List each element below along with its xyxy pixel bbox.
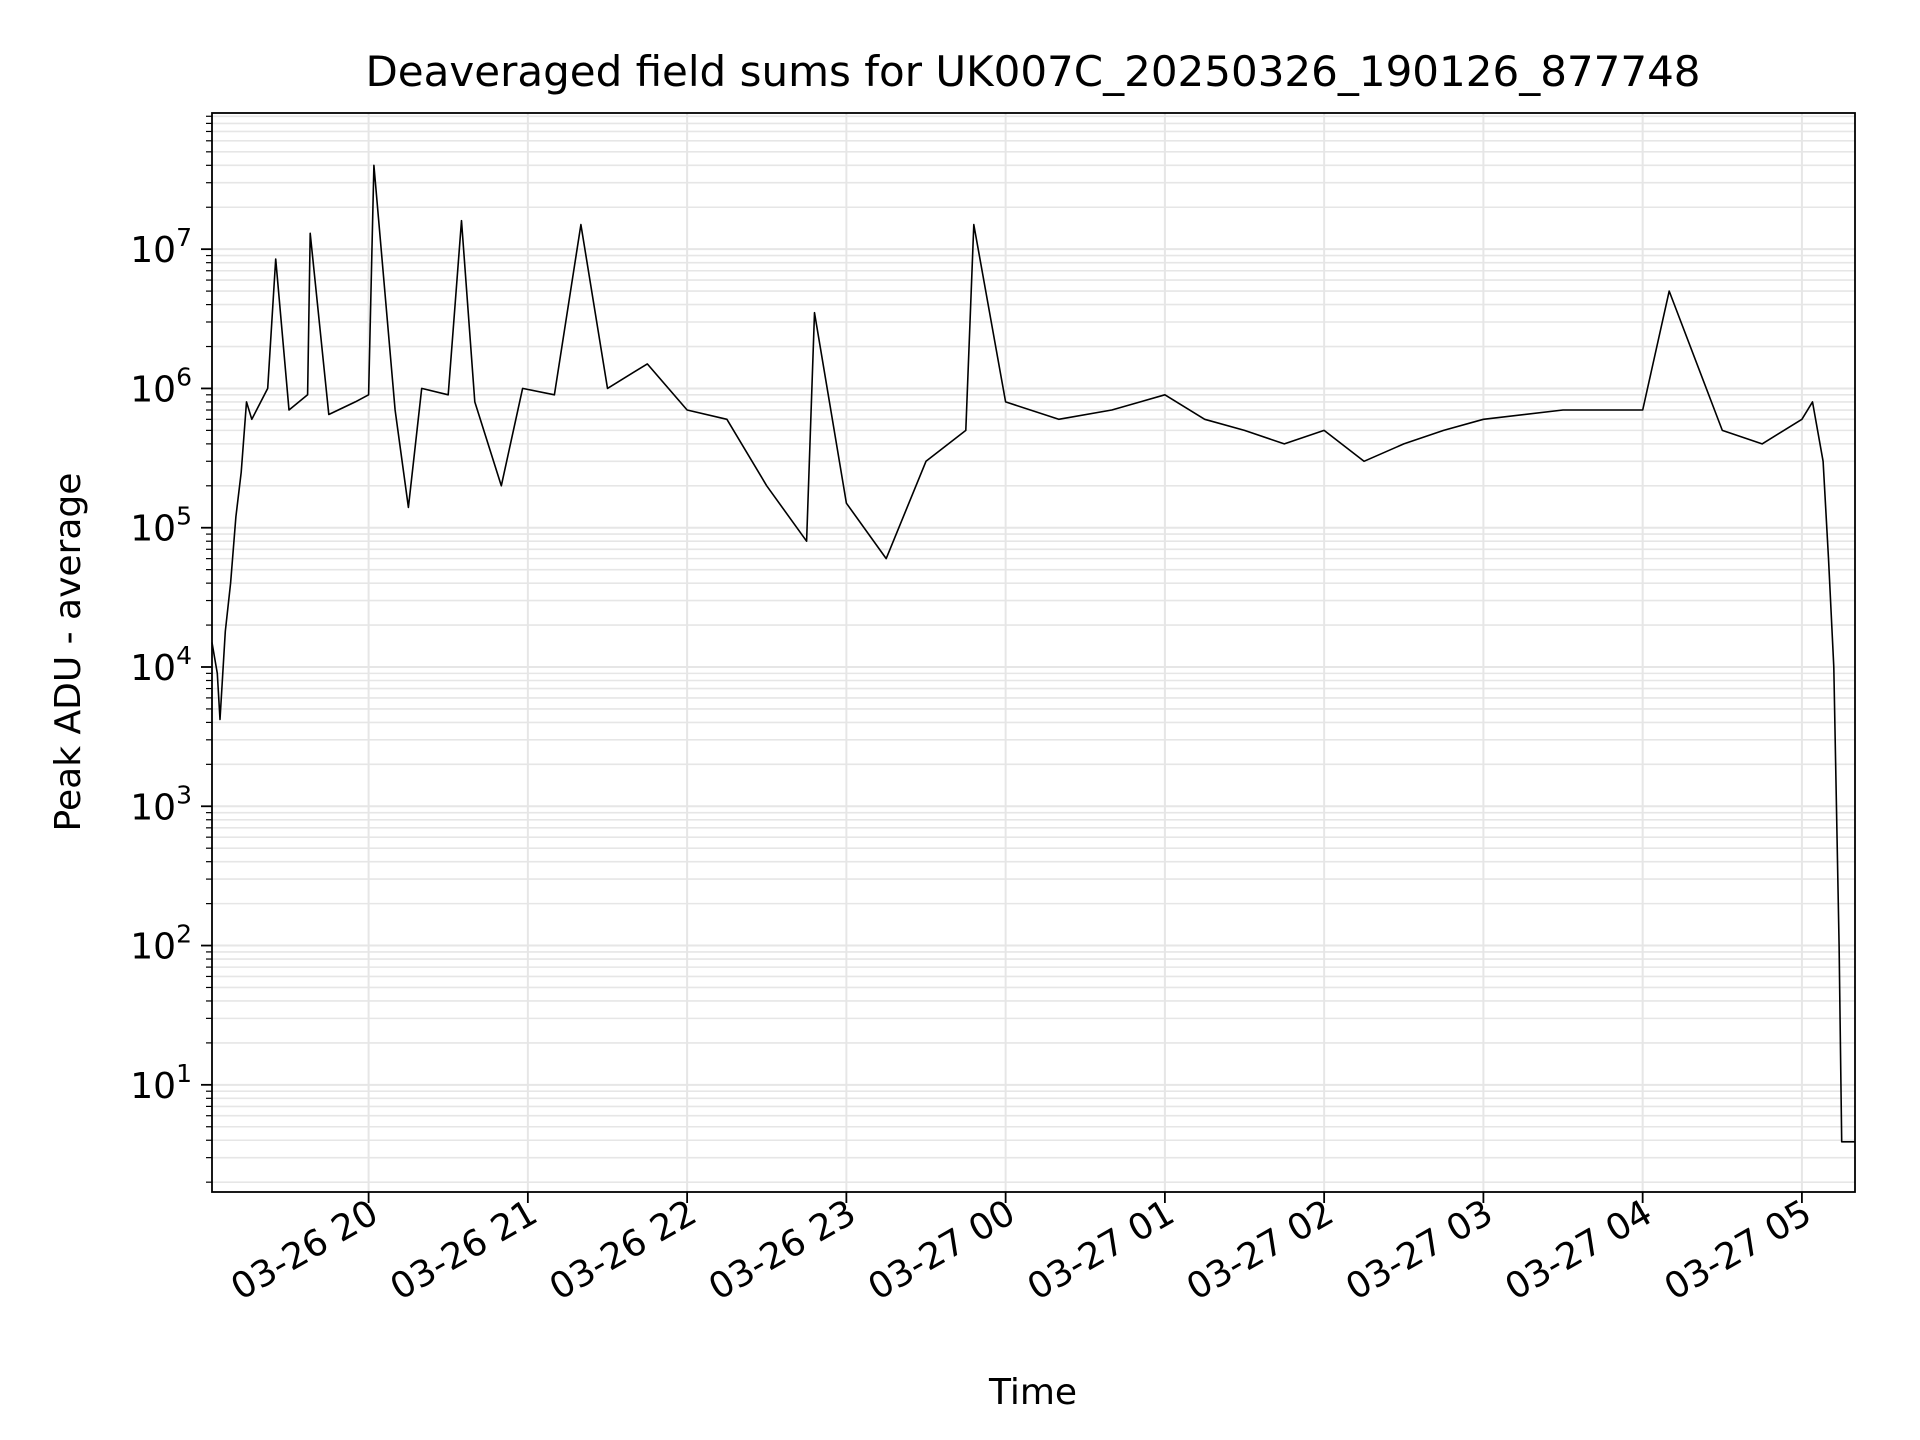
y-tick-label: 104	[130, 641, 192, 689]
y-tick-label: 107	[130, 223, 192, 271]
y-tick-label: 103	[130, 780, 192, 828]
chart-title: Deaveraged field sums for UK007C_2025032…	[365, 47, 1700, 96]
grid-lines	[212, 113, 1855, 1192]
plot-area	[211, 164, 1855, 1143]
y-tick-label: 102	[130, 920, 192, 968]
y-axis-label: Peak ADU - average	[48, 473, 89, 832]
data-series-line	[211, 164, 1855, 1143]
x-axis-label: Time	[988, 1372, 1077, 1413]
y-tick-label: 106	[130, 362, 192, 410]
y-tick-label: 105	[130, 502, 192, 550]
plot-frame	[211, 112, 1856, 1193]
y-tick-label: 101	[130, 1059, 192, 1107]
